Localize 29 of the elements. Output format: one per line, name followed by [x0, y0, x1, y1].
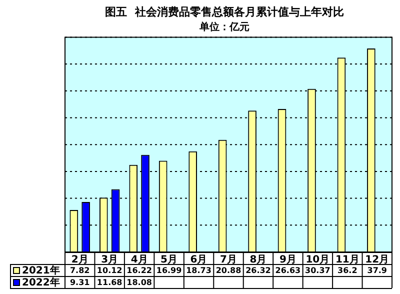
data-label: 37.9: [367, 266, 388, 276]
data-label: 36.2: [338, 266, 358, 276]
data-label: 26.32: [246, 266, 271, 276]
legend-label: 2022年: [22, 276, 60, 289]
x-tick-label: 7月: [220, 254, 237, 266]
x-tick-label: 11月: [335, 254, 360, 266]
x-tick-label: 6月: [190, 254, 208, 266]
chart-subtitle: 单位：亿元: [198, 20, 250, 33]
data-label: 30.37: [305, 266, 330, 276]
data-label: 20.88: [216, 266, 242, 276]
legend-label: 2021年: [22, 264, 60, 277]
chart-title: 图五 社会消费品零售总额各月累计值与上年对比: [105, 5, 344, 18]
x-tick-label: 9月: [279, 254, 296, 266]
data-label: 26.63: [275, 266, 301, 276]
x-tick-label: 3月: [101, 254, 118, 266]
data-label: 16.99: [156, 266, 182, 276]
data-label: 10.12: [96, 266, 122, 276]
data-label: 7.82: [70, 266, 90, 276]
data-label: 11.68: [96, 278, 123, 288]
x-tick-label: 4月: [130, 254, 148, 266]
x-tick-label: 8月: [250, 254, 267, 266]
data-label: 9.31: [70, 278, 90, 288]
x-tick-label: 5月: [160, 254, 178, 266]
x-tick-label: 10月: [306, 254, 330, 266]
data-label: 18.73: [186, 266, 212, 276]
x-tick-label: 2月: [71, 254, 88, 266]
data-label: 18.08: [126, 278, 152, 288]
data-label: 16.22: [126, 266, 152, 276]
x-tick-label: 12月: [365, 254, 390, 266]
